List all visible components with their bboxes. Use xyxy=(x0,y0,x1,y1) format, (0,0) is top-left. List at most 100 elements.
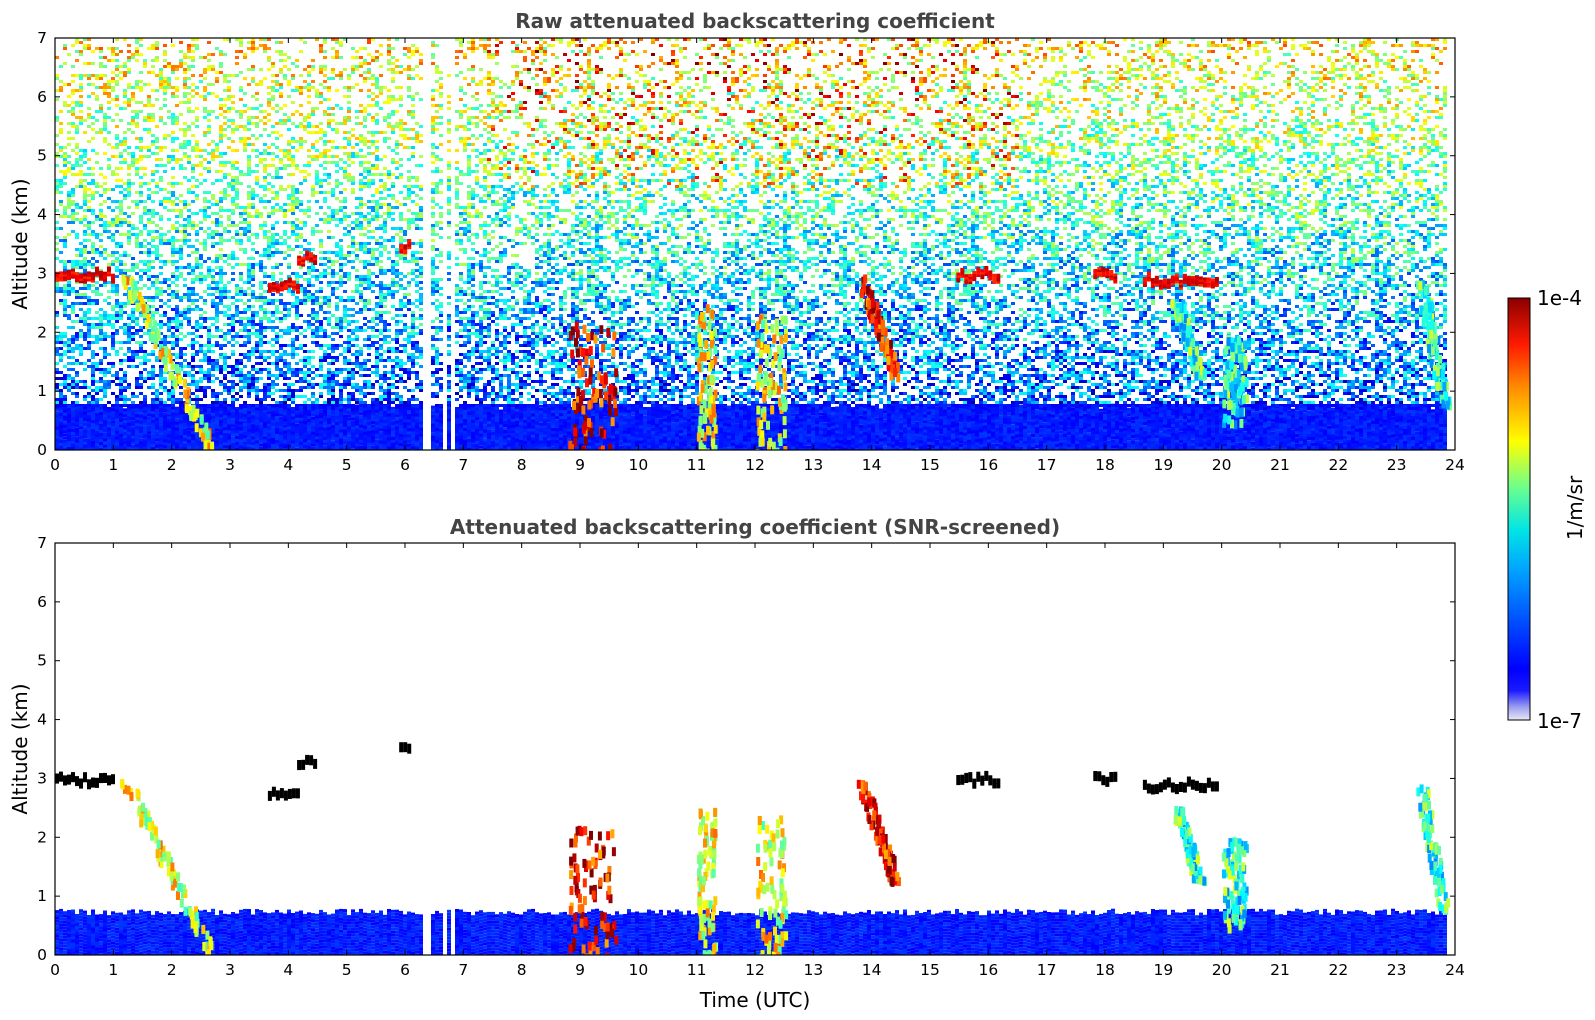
noise-pixel xyxy=(243,386,247,389)
noise-pixel xyxy=(139,158,143,161)
noise-pixel xyxy=(167,62,171,65)
noise-pixel xyxy=(151,209,155,212)
noise-pixel xyxy=(171,254,175,257)
noise-pixel xyxy=(199,281,203,284)
noise-pixel xyxy=(331,338,335,341)
noise-pixel xyxy=(147,275,151,278)
noise-pixel xyxy=(215,212,219,215)
noise-pixel xyxy=(263,254,267,257)
noise-pixel xyxy=(123,404,127,407)
noise-pixel xyxy=(83,218,87,221)
noise-pixel xyxy=(123,107,127,110)
noise-pixel xyxy=(287,398,291,401)
noise-pixel xyxy=(123,293,127,296)
noise-pixel xyxy=(327,401,331,404)
noise-pixel xyxy=(59,287,63,290)
noise-pixel xyxy=(339,239,343,242)
noise-pixel xyxy=(191,398,195,401)
noise-pixel xyxy=(327,323,331,326)
noise-pixel xyxy=(83,233,87,236)
noise-pixel xyxy=(99,209,103,212)
noise-pixel xyxy=(119,206,123,209)
noise-pixel xyxy=(99,338,103,341)
noise-pixel xyxy=(343,122,347,125)
noise-pixel xyxy=(255,176,259,179)
noise-pixel xyxy=(163,53,167,56)
noise-pixel xyxy=(71,125,75,128)
noise-pixel xyxy=(347,176,351,179)
noise-pixel xyxy=(59,89,63,92)
noise-pixel xyxy=(235,371,239,374)
noise-pixel xyxy=(131,92,135,95)
noise-pixel xyxy=(75,41,79,44)
noise-pixel xyxy=(207,59,211,62)
noise-pixel xyxy=(351,242,355,245)
noise-pixel xyxy=(287,329,291,332)
noise-pixel xyxy=(91,299,95,302)
noise-pixel xyxy=(191,359,195,362)
noise-pixel xyxy=(295,368,299,371)
noise-pixel xyxy=(99,104,103,107)
noise-pixel xyxy=(79,386,83,389)
noise-pixel xyxy=(59,389,63,392)
noise-pixel xyxy=(171,293,175,296)
noise-pixel xyxy=(119,242,123,245)
noise-pixel xyxy=(215,179,219,182)
noise-pixel xyxy=(135,122,139,125)
noise-pixel xyxy=(91,257,95,260)
noise-pixel xyxy=(267,101,271,104)
noise-pixel xyxy=(107,371,111,374)
noise-pixel xyxy=(171,209,175,212)
noise-pixel xyxy=(55,353,59,356)
noise-pixel xyxy=(279,188,283,191)
noise-pixel xyxy=(75,374,79,377)
noise-pixel xyxy=(271,164,275,167)
noise-pixel xyxy=(87,233,91,236)
noise-pixel xyxy=(263,275,267,278)
noise-pixel xyxy=(231,404,235,407)
noise-pixel xyxy=(259,200,263,203)
noise-pixel xyxy=(135,86,139,89)
noise-pixel xyxy=(167,155,171,158)
noise-pixel xyxy=(179,275,183,278)
noise-pixel xyxy=(87,239,91,242)
noise-pixel xyxy=(191,356,195,359)
noise-pixel xyxy=(203,317,207,320)
noise-pixel xyxy=(223,338,227,341)
noise-pixel xyxy=(303,80,307,83)
noise-pixel xyxy=(307,173,311,176)
noise-pixel xyxy=(139,335,143,338)
noise-pixel xyxy=(295,224,299,227)
noise-pixel xyxy=(91,122,95,125)
noise-pixel xyxy=(267,377,271,380)
noise-pixel xyxy=(103,116,107,119)
noise-pixel xyxy=(295,140,299,143)
noise-pixel xyxy=(239,395,243,398)
noise-pixel xyxy=(119,65,123,68)
noise-pixel xyxy=(63,332,67,335)
noise-pixel xyxy=(75,116,79,119)
noise-pixel xyxy=(311,332,315,335)
noise-pixel xyxy=(227,371,231,374)
noise-pixel xyxy=(267,299,271,302)
noise-pixel xyxy=(59,302,63,305)
noise-pixel xyxy=(279,236,283,239)
noise-pixel xyxy=(343,176,347,179)
noise-pixel xyxy=(87,83,91,86)
noise-pixel xyxy=(331,38,335,41)
noise-pixel xyxy=(259,398,263,401)
noise-pixel xyxy=(327,302,331,305)
noise-pixel xyxy=(267,254,271,257)
noise-pixel xyxy=(255,155,259,158)
noise-pixel xyxy=(331,386,335,389)
noise-pixel xyxy=(151,296,155,299)
noise-pixel xyxy=(295,200,299,203)
noise-pixel xyxy=(291,392,295,395)
noise-pixel xyxy=(339,257,343,260)
noise-pixel xyxy=(311,335,315,338)
noise-pixel xyxy=(99,128,103,131)
noise-pixel xyxy=(283,365,287,368)
noise-pixel xyxy=(79,206,83,209)
noise-pixel xyxy=(91,323,95,326)
noise-pixel xyxy=(151,245,155,248)
